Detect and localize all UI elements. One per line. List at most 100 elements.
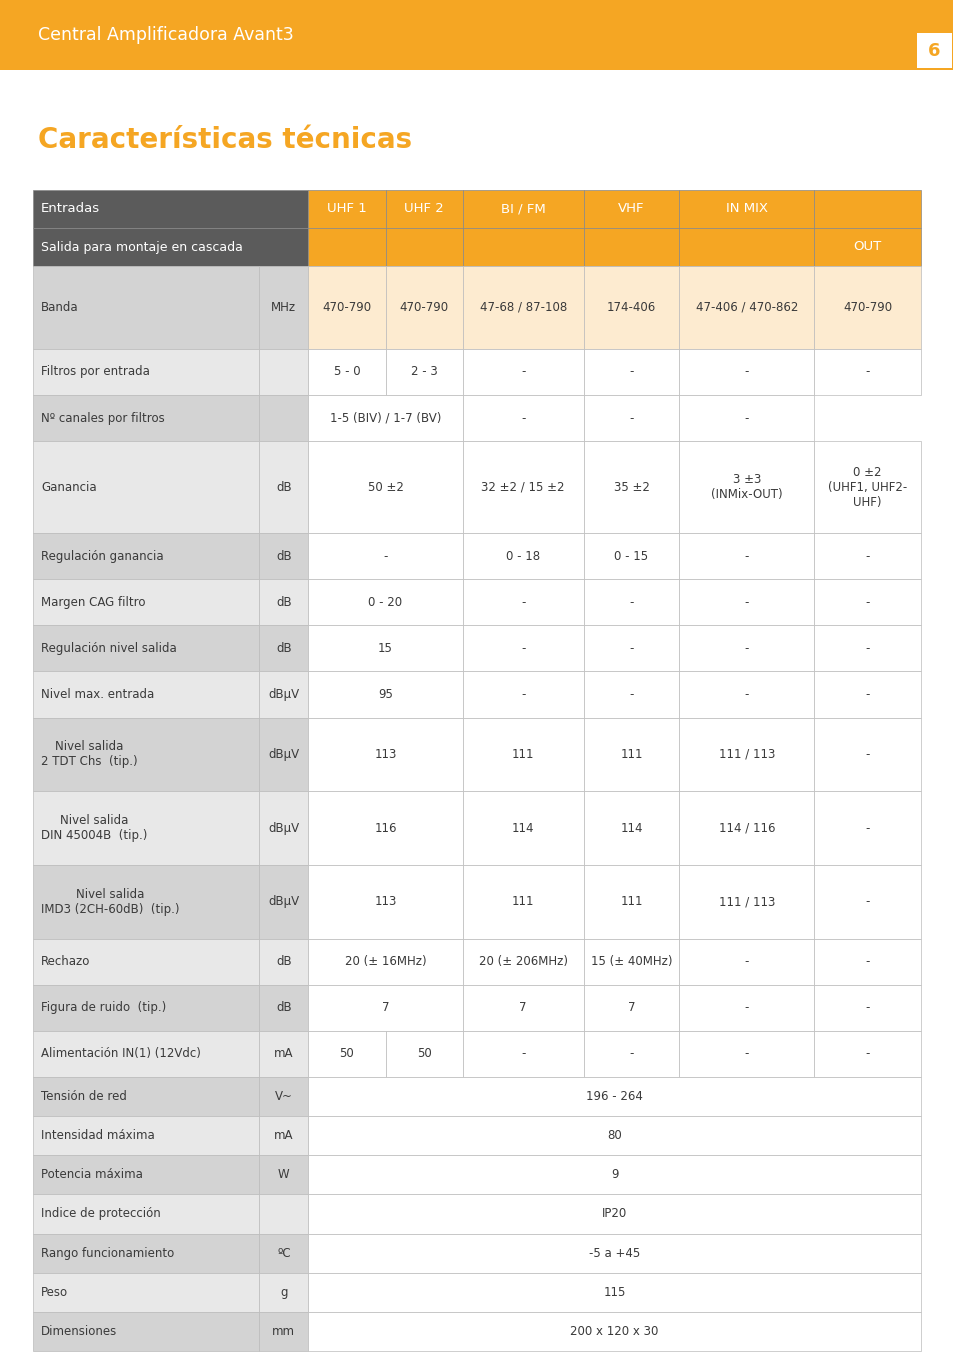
Bar	[583, 984, 679, 1030]
Text: 7: 7	[381, 1001, 389, 1014]
Text: -: -	[629, 688, 633, 701]
Text: 470-790: 470-790	[842, 301, 891, 314]
Bar	[308, 672, 462, 718]
Text: Banda: Banda	[41, 301, 78, 314]
Bar	[679, 533, 814, 580]
Bar	[33, 1194, 259, 1233]
Text: -: -	[744, 955, 748, 968]
Bar	[259, 580, 308, 626]
Bar	[462, 938, 583, 984]
Text: Nivel salida
2 TDT Chs  (tip.): Nivel salida 2 TDT Chs (tip.)	[41, 741, 137, 768]
Bar	[33, 791, 259, 865]
Text: Margen CAG filtro: Margen CAG filtro	[41, 596, 146, 609]
Text: -: -	[629, 412, 633, 425]
Bar	[308, 1155, 920, 1194]
Bar	[814, 626, 920, 672]
Bar	[679, 441, 814, 533]
Bar	[462, 626, 583, 672]
Text: Rango funcionamiento: Rango funcionamiento	[41, 1247, 174, 1259]
Bar	[259, 1116, 308, 1155]
Bar	[814, 984, 920, 1030]
Bar	[33, 1116, 259, 1155]
Text: 113: 113	[374, 747, 396, 761]
Text: -: -	[629, 1048, 633, 1060]
Bar	[814, 190, 920, 227]
Bar	[33, 265, 259, 349]
Text: BI / FM: BI / FM	[500, 203, 545, 215]
Bar	[308, 938, 462, 984]
Text: 0 - 15: 0 - 15	[614, 550, 648, 563]
Text: -: -	[864, 1001, 869, 1014]
Text: 35 ±2: 35 ±2	[613, 481, 649, 494]
Text: dB: dB	[275, 550, 292, 563]
Text: 32 ±2 / 15 ±2: 32 ±2 / 15 ±2	[481, 481, 564, 494]
Bar	[583, 791, 679, 865]
Bar	[679, 984, 814, 1030]
Text: 7: 7	[627, 1001, 635, 1014]
Bar	[33, 984, 259, 1030]
Text: 0 - 18: 0 - 18	[506, 550, 539, 563]
Bar	[462, 865, 583, 938]
Text: -: -	[744, 366, 748, 379]
Text: -: -	[744, 412, 748, 425]
Text: -: -	[744, 688, 748, 701]
Text: -: -	[864, 747, 869, 761]
Bar	[0, 0, 953, 70]
Bar	[462, 349, 583, 395]
Bar	[385, 265, 462, 349]
Text: 111: 111	[512, 895, 534, 909]
Text: dBµV: dBµV	[268, 747, 299, 761]
Text: Nivel salida
IMD3 (2CH-60dB)  (tip.): Nivel salida IMD3 (2CH-60dB) (tip.)	[41, 888, 179, 915]
Text: -: -	[864, 822, 869, 834]
Bar	[259, 349, 308, 395]
Bar	[308, 1194, 920, 1233]
Text: IN MIX: IN MIX	[725, 203, 767, 215]
Bar	[259, 865, 308, 938]
Text: 15 (± 40MHz): 15 (± 40MHz)	[590, 955, 672, 968]
Text: 470-790: 470-790	[322, 301, 371, 314]
Bar	[679, 265, 814, 349]
Bar	[583, 865, 679, 938]
Text: 196 - 264: 196 - 264	[585, 1090, 642, 1104]
Text: 200 x 120 x 30: 200 x 120 x 30	[570, 1326, 659, 1338]
Text: 95: 95	[377, 688, 393, 701]
Text: 116: 116	[374, 822, 396, 834]
Bar	[462, 791, 583, 865]
Text: -: -	[864, 550, 869, 563]
Text: -: -	[520, 1048, 525, 1060]
Text: 174-406: 174-406	[606, 301, 656, 314]
Bar	[33, 1312, 259, 1351]
Bar	[814, 791, 920, 865]
Bar	[814, 265, 920, 349]
Bar	[33, 1233, 259, 1273]
Text: 15: 15	[377, 642, 393, 655]
Bar	[814, 938, 920, 984]
Bar	[259, 791, 308, 865]
Text: -: -	[744, 642, 748, 655]
Text: -: -	[629, 366, 633, 379]
Bar	[814, 227, 920, 265]
Bar	[33, 395, 259, 441]
Text: mA: mA	[274, 1129, 294, 1143]
Text: 111: 111	[619, 895, 642, 909]
Text: dB: dB	[275, 596, 292, 609]
Text: -: -	[744, 1048, 748, 1060]
Text: -: -	[864, 1048, 869, 1060]
Text: dB: dB	[275, 481, 292, 494]
Bar	[462, 718, 583, 791]
Text: 113: 113	[374, 895, 396, 909]
Bar	[814, 718, 920, 791]
Text: 47-406 / 470-862: 47-406 / 470-862	[695, 301, 798, 314]
Text: 111: 111	[619, 747, 642, 761]
Text: -: -	[520, 366, 525, 379]
Bar	[462, 265, 583, 349]
Bar	[583, 938, 679, 984]
Text: V~: V~	[274, 1090, 293, 1104]
Bar	[462, 1030, 583, 1076]
Bar	[33, 1030, 259, 1076]
Bar	[462, 672, 583, 718]
Text: Alimentación IN(1) (12Vdc): Alimentación IN(1) (12Vdc)	[41, 1048, 201, 1060]
Text: dBµV: dBµV	[268, 688, 299, 701]
Text: 115: 115	[603, 1286, 625, 1298]
Text: Salida para montaje en cascada: Salida para montaje en cascada	[41, 241, 243, 253]
